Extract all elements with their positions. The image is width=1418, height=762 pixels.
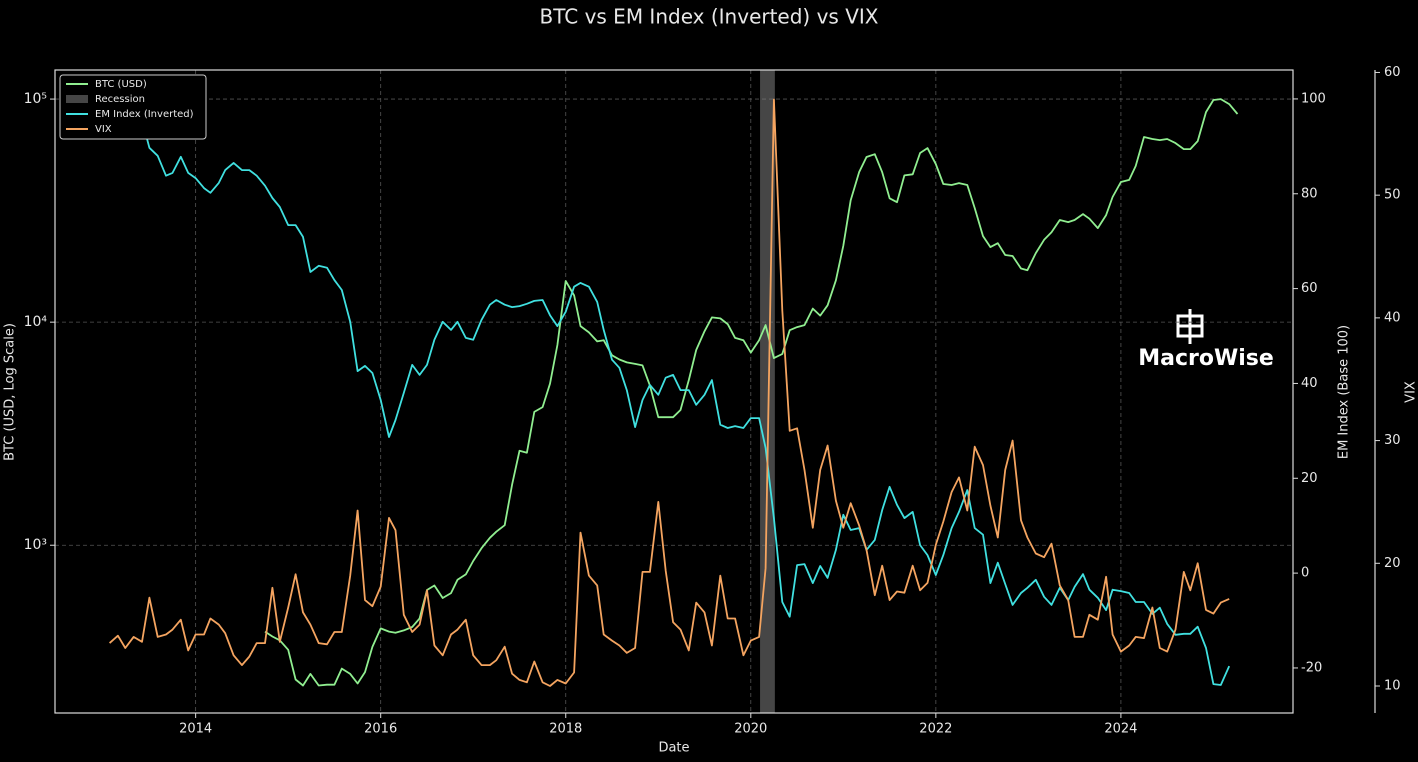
y3-tick-label: 40 [1384,310,1401,325]
y-tick-label: 10³ [24,537,47,553]
y2-tick-label: 80 [1301,186,1318,201]
y3-tick-label: 60 [1384,65,1401,80]
x-tick-label: 2022 [919,722,952,737]
y3-tick-label: 50 [1384,188,1401,203]
x-tick-label: 2024 [1104,722,1137,737]
y2-axis-label: EM Index (Base 100) [1337,325,1352,459]
y-axis-label: BTC (USD, Log Scale) [3,323,18,461]
legend-swatch [66,95,88,103]
x-axis-label: Date [658,741,689,756]
x-tick-label: 2020 [734,722,767,737]
legend-label: Recession [95,94,145,105]
x-tick-label: 2016 [364,722,397,737]
y-tick-label: 10⁵ [24,91,47,107]
chart-title: BTC vs EM Index (Inverted) vs VIX [539,5,878,29]
y3-tick-label: 20 [1384,556,1401,571]
series-line [109,98,1230,687]
legend: BTC (USD) Recession EM Index (Inverted) VIX [59,74,207,140]
y2-tick-label: 60 [1301,281,1318,296]
x-tick-label: 2018 [549,722,582,737]
legend-label: VIX [95,124,112,135]
plot-frame [54,69,1294,714]
legend-label: EM Index (Inverted) [95,109,194,120]
series-line [109,97,1231,686]
y3-tick-label: 10 [1384,679,1401,694]
x-tick-label: 2014 [179,722,212,737]
y3-tick-label: 30 [1384,433,1401,448]
y-tick-label: 10⁴ [24,314,48,330]
y2-tick-label: 0 [1301,566,1309,581]
watermark-logo [1176,309,1204,344]
watermark: MacroWise [1138,346,1274,371]
y2-tick-label: 20 [1301,471,1318,486]
y3-axis-label: VIX [1404,381,1418,403]
y2-tick-label: 40 [1301,376,1318,391]
legend-box [59,74,207,140]
y2-tick-label: -20 [1301,660,1322,675]
y2-tick-label: 100 [1301,91,1326,106]
legend-label: BTC (USD) [95,79,147,90]
